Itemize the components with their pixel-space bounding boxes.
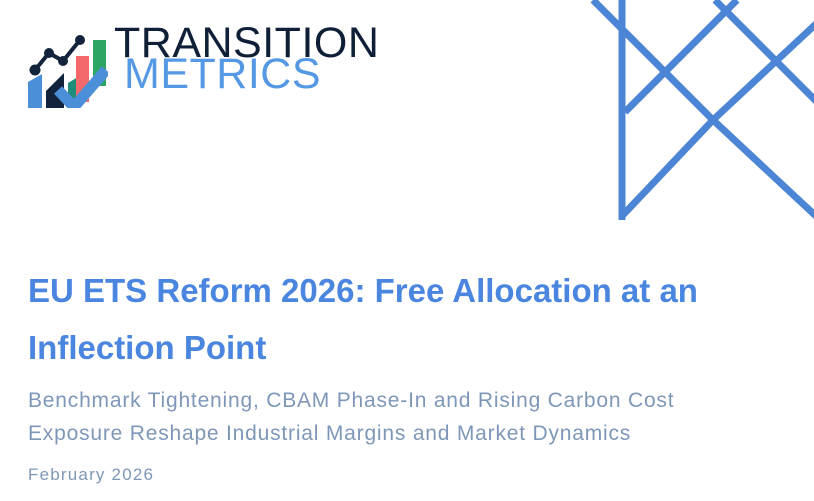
report-subtitle-line-1: Benchmark Tightening, CBAM Phase-In and … [28, 389, 675, 412]
pattern-lines [590, 0, 814, 220]
report-title-line-1: EU ETS Reform 2026: Free Allocation at a… [28, 272, 698, 309]
geometric-lines-pattern [590, 0, 814, 220]
report-title: EU ETS Reform 2026: Free Allocation at a… [28, 262, 698, 376]
report-title-line-2: Inflection Point [28, 329, 267, 366]
brand-name-transition: TRANSITION [114, 19, 380, 67]
brand-name: TRANSITION METRICS [114, 22, 414, 108]
bar-chart-growth-icon [28, 35, 108, 108]
report-subtitle: Benchmark Tightening, CBAM Phase-In and … [28, 384, 674, 450]
brand-logo: TRANSITION METRICS [28, 22, 414, 108]
brand-name-metrics: METRICS [124, 50, 321, 98]
report-date: February 2026 [28, 465, 155, 484]
report-subtitle-line-2: Exposure Reshape Industrial Margins and … [28, 422, 632, 445]
